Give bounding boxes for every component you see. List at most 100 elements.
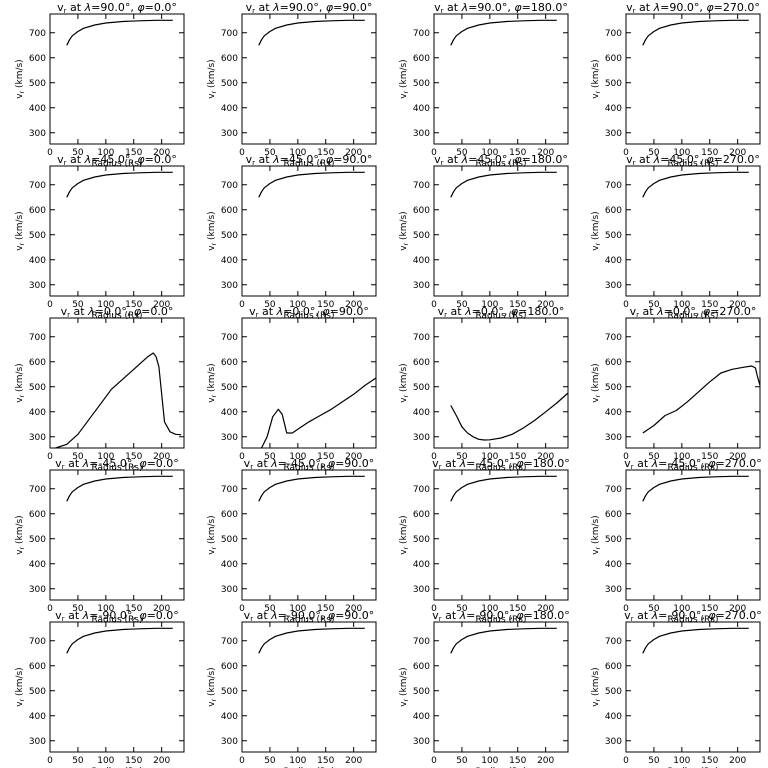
x-tick-label: 0 bbox=[623, 452, 629, 462]
x-tick-label: 200 bbox=[537, 604, 554, 614]
x-axis-label: Radius (Rs) bbox=[667, 159, 718, 169]
y-tick-label: 700 bbox=[29, 333, 46, 343]
x-tick-label: 150 bbox=[317, 756, 334, 766]
title-sub: r bbox=[633, 159, 636, 167]
y-tick-label: 600 bbox=[605, 54, 622, 64]
y-tick-label: 700 bbox=[29, 485, 46, 495]
y-tick-label: 400 bbox=[413, 712, 430, 722]
panel-title: vr at λ=0.0°, φ=180.0° bbox=[438, 305, 565, 319]
y-axis-label-unit: (km/s) bbox=[15, 211, 25, 243]
title-longitude: =180.0° bbox=[522, 153, 568, 166]
x-axis-label: Radius (Rs) bbox=[667, 615, 718, 625]
x-tick-label: 0 bbox=[431, 300, 437, 310]
y-tick-label: 400 bbox=[29, 560, 46, 570]
title-latitude: =-90.0° bbox=[658, 609, 701, 622]
lambda-symbol: λ bbox=[272, 1, 280, 14]
title-sub: r bbox=[633, 7, 636, 15]
x-tick-label: 100 bbox=[481, 452, 498, 462]
x-tick-label: 150 bbox=[701, 604, 718, 614]
x-tick-label: 200 bbox=[729, 148, 746, 158]
x-tick-label: 150 bbox=[317, 452, 334, 462]
phi-symbol: φ bbox=[134, 305, 142, 318]
y-axis-label-v: v bbox=[591, 549, 601, 555]
x-tick-label: 150 bbox=[509, 604, 526, 614]
x-tick-label: 50 bbox=[264, 604, 276, 614]
panel-title: vr at λ=-45.0°, φ=90.0° bbox=[244, 457, 375, 471]
x-tick-label: 50 bbox=[264, 300, 276, 310]
y-tick-label: 600 bbox=[605, 206, 622, 216]
y-tick-label: 300 bbox=[29, 585, 46, 595]
x-tick-label: 0 bbox=[431, 604, 437, 614]
y-tick-label: 400 bbox=[605, 256, 622, 266]
lambda-symbol: λ bbox=[653, 153, 661, 166]
y-tick-label: 400 bbox=[605, 104, 622, 114]
y-axis-label-sub: r bbox=[211, 394, 218, 397]
panel-title: vr at λ=45.0°, φ=270.0° bbox=[626, 153, 760, 167]
series-line bbox=[642, 19, 749, 46]
title-separator: , bbox=[132, 457, 139, 470]
x-tick-label: 0 bbox=[623, 756, 629, 766]
panel-title: vr at λ=45.0°, φ=90.0° bbox=[246, 153, 373, 167]
y-axis-label-sub: r bbox=[595, 242, 602, 245]
y-axis-label-unit: (km/s) bbox=[591, 515, 601, 547]
title-longitude: =0.0° bbox=[145, 1, 177, 14]
x-tick-label: 150 bbox=[125, 604, 142, 614]
title-sub: r bbox=[631, 463, 634, 471]
title-sub: r bbox=[439, 615, 442, 623]
title-at: at bbox=[444, 153, 462, 166]
y-tick-label: 500 bbox=[413, 383, 430, 393]
title-v: v bbox=[624, 609, 631, 622]
y-tick-label: 700 bbox=[29, 181, 46, 191]
x-tick-label: 200 bbox=[537, 300, 554, 310]
x-tick-label: 150 bbox=[317, 148, 334, 158]
phi-symbol: φ bbox=[514, 153, 522, 166]
title-v: v bbox=[434, 1, 441, 14]
title-at: at bbox=[253, 457, 271, 470]
y-tick-label: 700 bbox=[221, 29, 238, 39]
panel-title: vr at λ=0.0°, φ=0.0° bbox=[61, 305, 174, 319]
title-at: at bbox=[442, 609, 460, 622]
phi-symbol: φ bbox=[708, 457, 716, 470]
series-line bbox=[450, 19, 557, 46]
lambda-symbol: λ bbox=[84, 153, 92, 166]
x-tick-label: 100 bbox=[289, 148, 306, 158]
y-tick-label: 600 bbox=[221, 358, 238, 368]
y-axis-label-sub: r bbox=[19, 546, 26, 549]
series-line bbox=[258, 171, 365, 198]
title-separator: , bbox=[130, 153, 137, 166]
y-tick-label: 300 bbox=[29, 281, 46, 291]
y-axis-label: vr (km/s) bbox=[399, 667, 410, 706]
title-sub: r bbox=[252, 159, 255, 167]
title-v: v bbox=[244, 457, 251, 470]
y-axis-label: vr (km/s) bbox=[207, 515, 218, 554]
title-longitude: =90.0° bbox=[335, 609, 374, 622]
title-at: at bbox=[447, 305, 465, 318]
lambda-symbol: λ bbox=[87, 305, 95, 318]
y-tick-label: 300 bbox=[605, 129, 622, 139]
title-longitude: =270.0° bbox=[714, 153, 760, 166]
y-axis-label-unit: (km/s) bbox=[15, 363, 25, 395]
title-at: at bbox=[65, 457, 83, 470]
series-line bbox=[642, 475, 749, 502]
title-separator: , bbox=[701, 457, 708, 470]
y-tick-label: 600 bbox=[413, 54, 430, 64]
title-latitude: =-45.0° bbox=[278, 457, 321, 470]
plot-frame bbox=[49, 13, 185, 145]
y-tick-label: 500 bbox=[413, 231, 430, 241]
x-tick-label: 50 bbox=[648, 300, 660, 310]
title-sub: r bbox=[636, 311, 639, 319]
y-axis-label-v: v bbox=[207, 549, 217, 555]
x-axis-label: Radius (Rs) bbox=[475, 159, 526, 169]
x-tick-label: 50 bbox=[72, 756, 84, 766]
y-tick-label: 400 bbox=[29, 104, 46, 114]
y-tick-label: 500 bbox=[221, 79, 238, 89]
plot-frame bbox=[433, 13, 569, 145]
x-tick-label: 200 bbox=[729, 604, 746, 614]
lambda-symbol: λ bbox=[276, 305, 284, 318]
y-tick-label: 300 bbox=[29, 737, 46, 747]
